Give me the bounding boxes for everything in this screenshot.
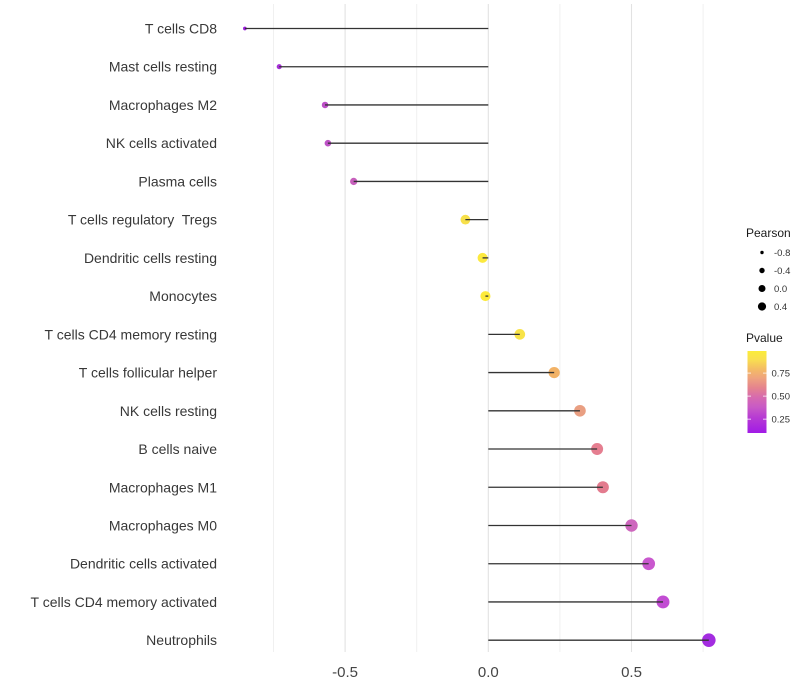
lollipop-row: NK cells activated bbox=[106, 135, 489, 151]
legend-pearson-title: Pearson bbox=[746, 226, 791, 240]
colorbar-tick-label: 0.25 bbox=[772, 415, 791, 426]
lollipop-row: Dendritic cells resting bbox=[84, 250, 489, 266]
category-label: NK cells activated bbox=[106, 135, 217, 151]
lollipop-row: T cells regulatory Tregs bbox=[68, 212, 489, 228]
category-label: Plasma cells bbox=[138, 173, 217, 189]
category-label: T cells CD8 bbox=[145, 21, 217, 37]
category-label: Macrophages M1 bbox=[109, 479, 217, 495]
lollipop-row: NK cells resting bbox=[120, 403, 586, 419]
colorbar-ticks: 0.75 0.50 0.25 bbox=[747, 369, 791, 426]
lollipop-row: T cells CD8 bbox=[145, 21, 489, 37]
category-label: Dendritic cells activated bbox=[70, 556, 217, 572]
data-point bbox=[480, 291, 491, 302]
x-tick-label: 0.0 bbox=[478, 664, 499, 681]
legend-size-label: 0.0 bbox=[774, 284, 787, 295]
category-label: T cells regulatory Tregs bbox=[68, 212, 217, 228]
pvalue-colorbar bbox=[747, 351, 767, 433]
lollipop-row: T cells CD4 memory activated bbox=[31, 594, 670, 610]
lollipop-row: T cells CD4 memory resting bbox=[45, 326, 526, 342]
legend: Pearson -0.8-0.40.00.4 Pvalue 0.750.500.… bbox=[746, 226, 791, 433]
legend-pearson-keys: -0.8 -0.4 0.0 0.4 bbox=[757, 248, 790, 313]
lollipop-row: Macrophages M2 bbox=[109, 97, 489, 113]
chart-rows: T cells CD8 Mast cells resting Macrophages… bbox=[31, 21, 716, 648]
data-point bbox=[642, 557, 656, 571]
legend-pvalue-title: Pvalue bbox=[746, 331, 783, 345]
category-label: T cells follicular helper bbox=[79, 365, 218, 381]
legend-size-dot bbox=[757, 302, 767, 311]
category-label: Monocytes bbox=[149, 288, 217, 304]
category-label: NK cells resting bbox=[120, 403, 217, 419]
category-label: Macrophages M2 bbox=[109, 97, 217, 113]
category-label: T cells CD4 memory resting bbox=[45, 326, 217, 342]
x-tick-label: -0.5 bbox=[332, 664, 358, 681]
data-point bbox=[591, 443, 604, 455]
colorbar-tick-label: 0.75 bbox=[772, 369, 791, 380]
category-label: Neutrophils bbox=[146, 632, 217, 648]
lollipop-row: Neutrophils bbox=[146, 632, 716, 648]
legend-size-dot bbox=[759, 267, 765, 274]
colorbar-tick-label: 0.50 bbox=[772, 392, 791, 403]
category-label: B cells naive bbox=[138, 441, 217, 457]
gridlines bbox=[273, 4, 704, 652]
lollipop-row: Plasma cells bbox=[138, 173, 489, 189]
lollipop-row: Macrophages M0 bbox=[109, 517, 638, 533]
legend-size-label: -0.4 bbox=[774, 266, 790, 277]
category-label: Mast cells resting bbox=[109, 59, 217, 75]
category-label: T cells CD4 memory activated bbox=[31, 594, 217, 610]
legend-size-label: 0.4 bbox=[774, 302, 787, 313]
lollipop-row: Dendritic cells activated bbox=[70, 556, 656, 572]
x-tick-label: 0.5 bbox=[621, 664, 642, 681]
x-axis: -0.5 0.0 0.5 bbox=[332, 664, 642, 681]
data-point bbox=[477, 252, 488, 263]
lollipop-row: Macrophages M1 bbox=[109, 479, 609, 495]
legend-size-dot bbox=[758, 285, 766, 292]
category-label: Macrophages M0 bbox=[109, 517, 217, 533]
legend-size-dot bbox=[760, 250, 764, 255]
legend-size-label: -0.8 bbox=[774, 248, 790, 259]
category-label: Dendritic cells resting bbox=[84, 250, 217, 266]
lollipop-row: Monocytes bbox=[149, 288, 491, 304]
lollipop-row: Mast cells resting bbox=[109, 59, 489, 75]
lollipop-row: T cells follicular helper bbox=[79, 365, 560, 381]
lollipop-row: B cells naive bbox=[138, 441, 604, 457]
